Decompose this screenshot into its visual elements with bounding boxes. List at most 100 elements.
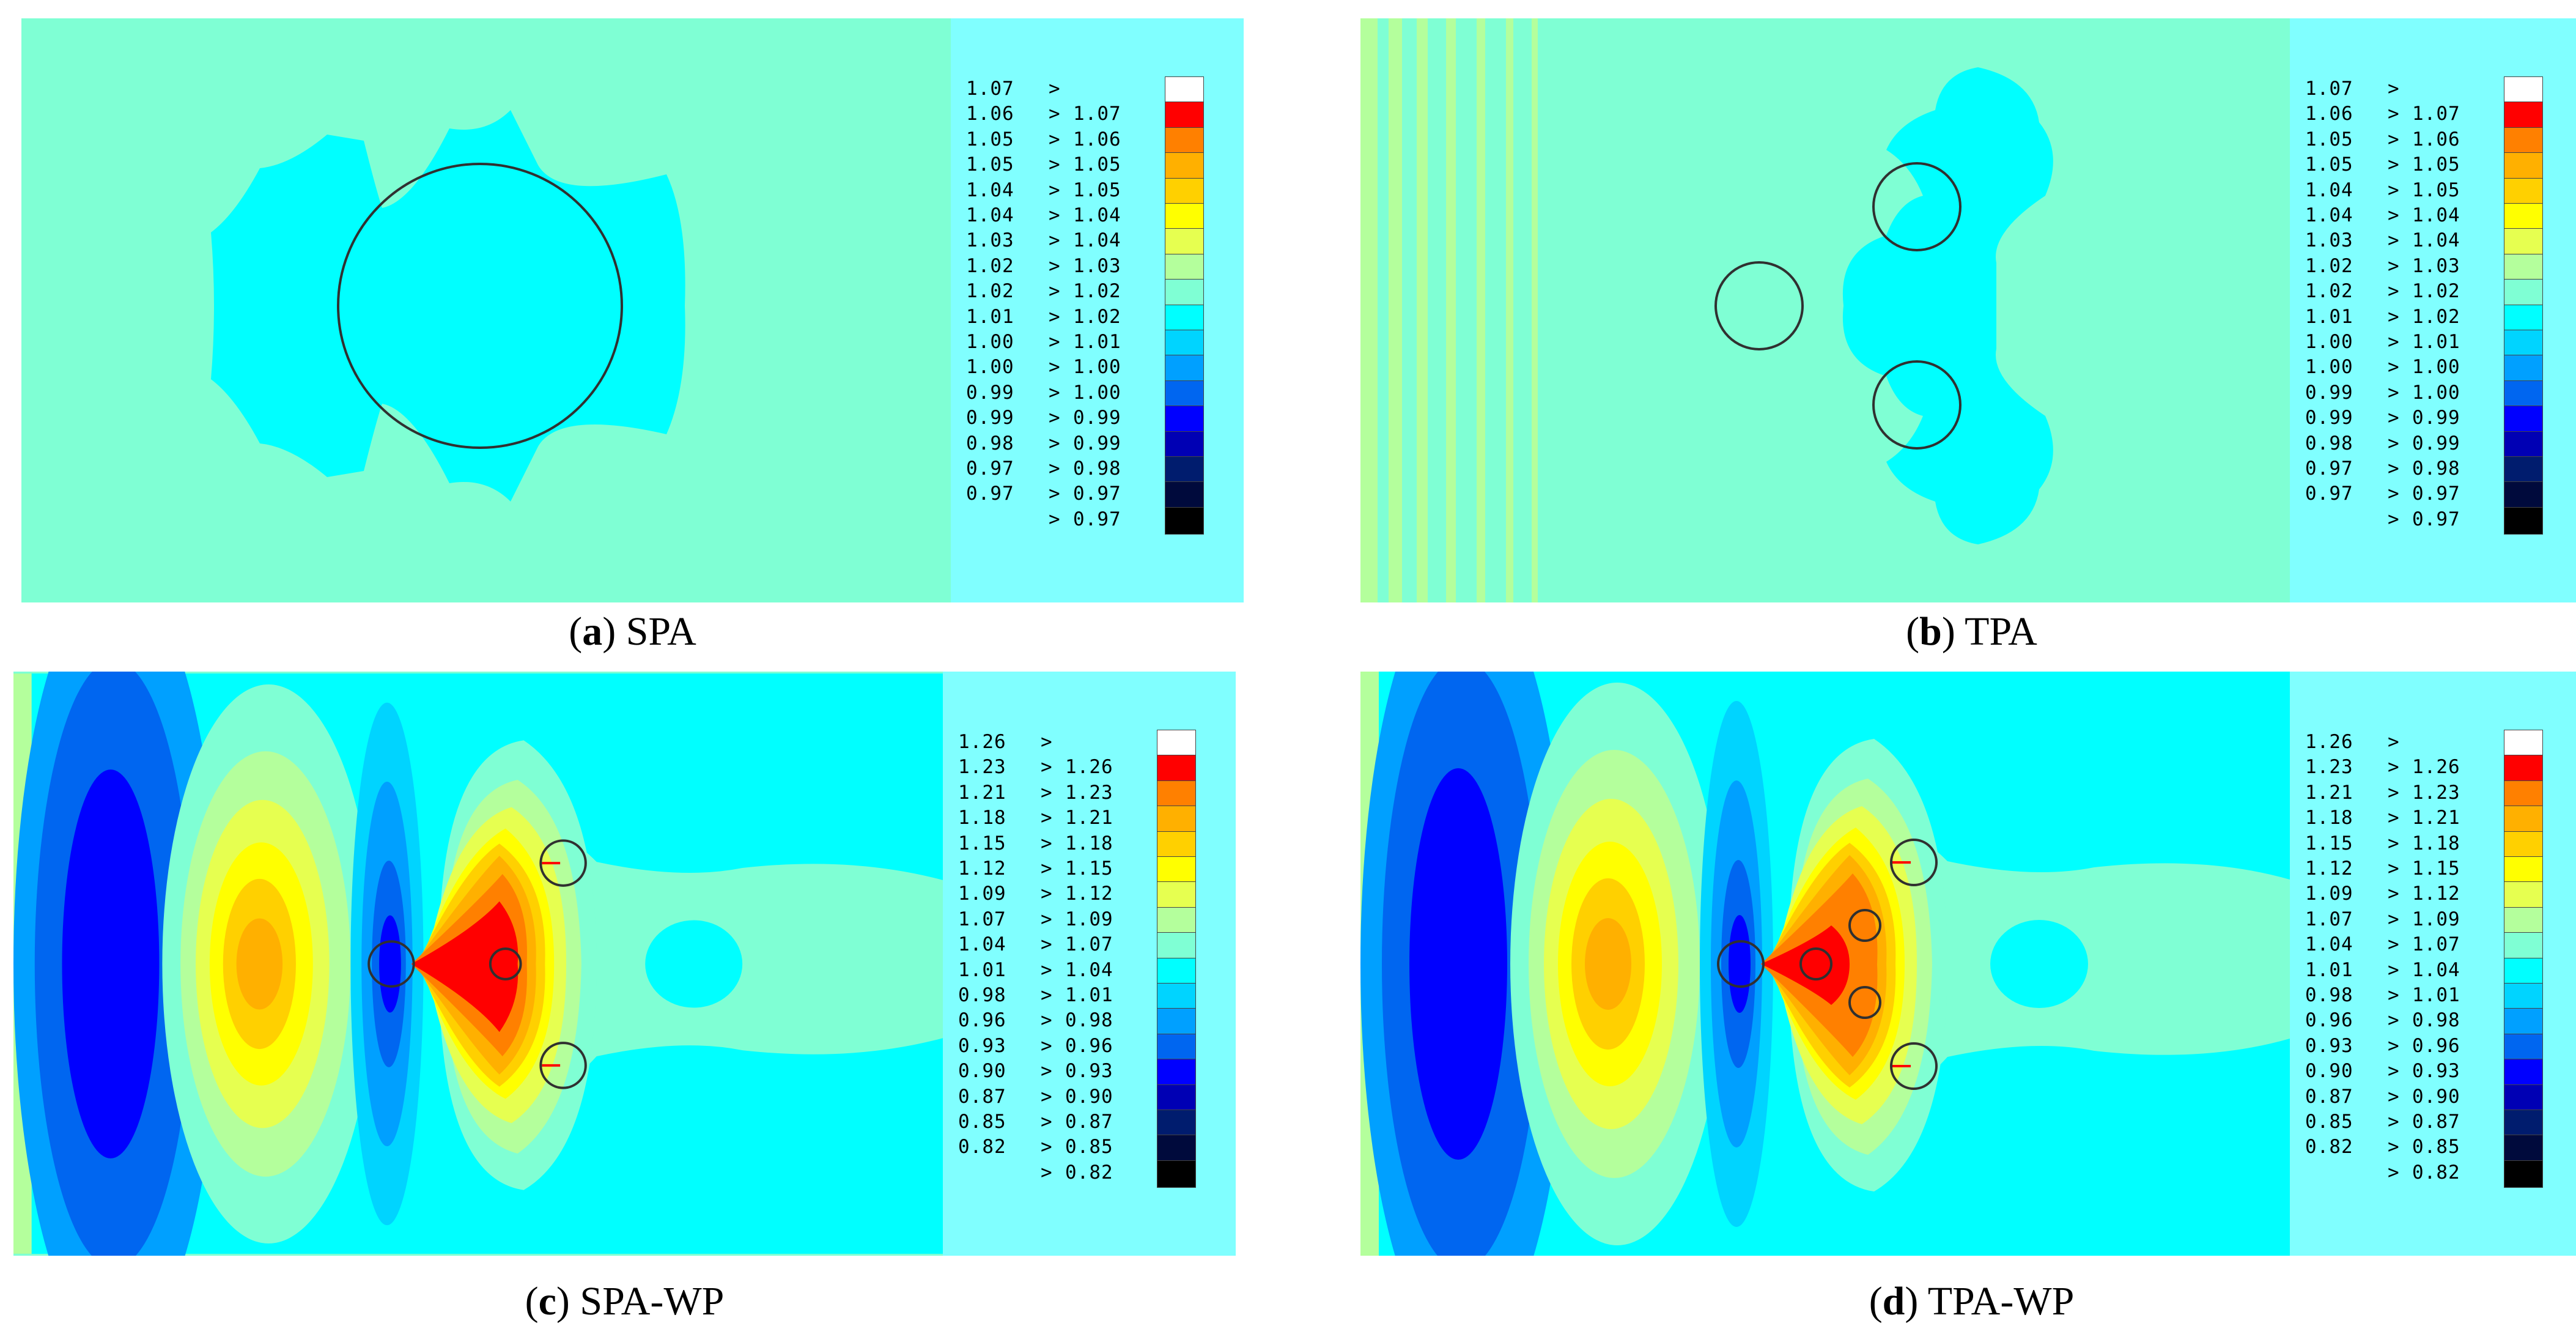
caption-name: SPA-WP	[580, 1279, 725, 1324]
legend-low-value: 1.00	[2305, 356, 2353, 379]
legend-gt-symbol: >	[2388, 908, 2399, 930]
legend-low-value: 1.02	[2305, 254, 2353, 277]
caption-name: TPA-WP	[1927, 1279, 2075, 1324]
caption-spa-wp: (c) SPA-WP	[13, 1278, 1236, 1325]
legend-color-swatch	[1165, 380, 1204, 408]
legend-high-value: 0.90	[2412, 1085, 2460, 1108]
legend-low-value: 0.97	[966, 483, 1014, 505]
legend-gt-symbol: >	[2388, 756, 2399, 779]
legend-color-swatch	[2504, 330, 2543, 357]
legend-low-value: 1.26	[2305, 731, 2353, 753]
legend-high-value: 0.97	[2412, 508, 2460, 530]
legend-gt-symbol: >	[1049, 407, 1060, 429]
legend-gt-symbol: >	[2388, 1009, 2399, 1032]
legend-row: 1.15 >1.18	[943, 831, 1236, 859]
legend-high-value: 1.00	[1073, 356, 1121, 379]
pile-circle	[1872, 162, 1962, 251]
legend-gt-symbol: >	[1049, 128, 1060, 150]
legend-gt-symbol: >	[2388, 407, 2399, 429]
legend-low-value: 1.05	[966, 128, 1014, 150]
legend-row: 0.93 >0.96	[2290, 1033, 2576, 1061]
legend-high-value: 1.06	[2412, 128, 2460, 150]
legend-row: 1.05 >1.05	[2290, 152, 2576, 180]
legend-low-value: 0.82	[958, 1136, 1006, 1158]
legend-low-value: 1.05	[966, 154, 1014, 176]
legend-row: 1.06 >1.07	[951, 102, 1244, 130]
legend-gt-symbol: >	[2388, 154, 2399, 176]
legend-row: 0.98 >1.01	[943, 983, 1236, 1010]
legend-row: >0.97	[2290, 506, 2576, 535]
legend-high-value: 1.05	[2412, 179, 2460, 201]
legend-row: 1.02 >1.03	[951, 253, 1244, 281]
legend-row: 1.18 >1.21	[2290, 806, 2576, 834]
legend-high-value: 1.23	[1065, 781, 1113, 804]
legend-high-value: 0.97	[1073, 508, 1121, 530]
legend-high-value: 1.01	[2412, 331, 2460, 353]
legend-color-swatch	[2504, 755, 2543, 783]
legend-color-swatch	[2504, 102, 2543, 130]
legend-row: 1.09 >1.12	[943, 881, 1236, 910]
legend-color-swatch	[2504, 1059, 2543, 1087]
legend-high-value: 0.96	[1065, 1034, 1113, 1057]
inlet-band	[1506, 18, 1513, 602]
legend-gt-symbol: >	[2388, 331, 2399, 353]
legend-low-value: 1.02	[966, 254, 1014, 277]
legend-row: 0.99 >0.99	[2290, 406, 2576, 434]
legend-high-value: 0.99	[2412, 407, 2460, 429]
legend-row: >0.82	[943, 1160, 1236, 1188]
legend-low-value: 1.26	[958, 731, 1006, 753]
legend-low-value: 1.01	[958, 958, 1006, 981]
legend-low-value: 1.06	[2305, 103, 2353, 125]
legend-row: 1.26 >	[2290, 730, 2576, 757]
legend-color-swatch	[1165, 330, 1204, 357]
panel-spa-wp: 1.26 >1.23 >1.26 1.21 >1.23 1.18 >1.21 1.15 >1.1…	[13, 672, 1236, 1256]
crest-2-peak	[1761, 925, 1850, 1005]
legend-low-value: 1.01	[966, 305, 1014, 328]
legend-color-swatch	[2504, 304, 2543, 332]
legend-high-value: 1.18	[1065, 832, 1113, 854]
legend-row: 1.00 >1.01	[951, 330, 1244, 357]
legend-low-value: 1.12	[958, 858, 1006, 880]
legend-high-value: 1.02	[2412, 280, 2460, 303]
legend-high-value: 0.85	[2412, 1136, 2460, 1158]
legend-row: 1.04 >1.05	[2290, 177, 2576, 206]
legend-high-value: 0.82	[2412, 1161, 2460, 1184]
legend-row: 1.04 >1.05	[951, 177, 1244, 206]
legend-color-swatch	[2504, 203, 2543, 231]
pile-circle	[1714, 261, 1804, 350]
legend-high-value: 0.97	[2412, 483, 2460, 505]
legend-gt-symbol: >	[1041, 1111, 1052, 1133]
legend-low-value: 1.04	[966, 179, 1014, 201]
legend-high-value: 1.05	[1073, 179, 1121, 201]
legend-color-swatch	[2504, 1008, 2543, 1036]
legend-high-value: 1.21	[1065, 807, 1113, 829]
legend-color-swatch	[2504, 806, 2543, 834]
legend-high-value: 1.02	[2412, 305, 2460, 328]
legend-high-value: 0.99	[1073, 407, 1121, 429]
legend-spa: 1.07 >1.06 >1.07 1.05 >1.06 1.05 >1.05 1.04 >1.0…	[951, 18, 1244, 602]
legend-gt-symbol: >	[1049, 356, 1060, 379]
trough-1	[62, 769, 160, 1158]
legend-gt-symbol: >	[2388, 1085, 2399, 1108]
legend-gt-symbol: >	[2388, 432, 2399, 454]
legend-high-value: 1.01	[2412, 984, 2460, 1006]
legend-low-value: 1.05	[2305, 154, 2353, 176]
legend-row: 1.04 >1.04	[951, 203, 1244, 231]
legend-low-value: 1.06	[966, 103, 1014, 125]
legend-low-value: 1.04	[966, 204, 1014, 226]
legend-high-value: 1.26	[1065, 756, 1113, 779]
trough-2	[1729, 915, 1751, 1013]
legend-high-value: 1.09	[2412, 908, 2460, 930]
legend-row: 0.82 >0.85	[2290, 1135, 2576, 1163]
legend-gt-symbol: >	[1049, 381, 1060, 404]
legend-row: 0.99 >0.99	[951, 406, 1244, 434]
legend-row: 1.01 >1.02	[951, 304, 1244, 332]
legend-color-swatch	[2504, 253, 2543, 281]
legend-row: 0.93 >0.96	[943, 1033, 1236, 1061]
legend-row: 1.02 >1.03	[2290, 253, 2576, 281]
legend-color-swatch	[1165, 203, 1204, 231]
legend-high-value: 1.04	[2412, 958, 2460, 981]
legend-gt-symbol: >	[1041, 984, 1052, 1006]
legend-color-swatch	[2504, 856, 2543, 884]
legend-color-swatch	[2504, 431, 2543, 459]
